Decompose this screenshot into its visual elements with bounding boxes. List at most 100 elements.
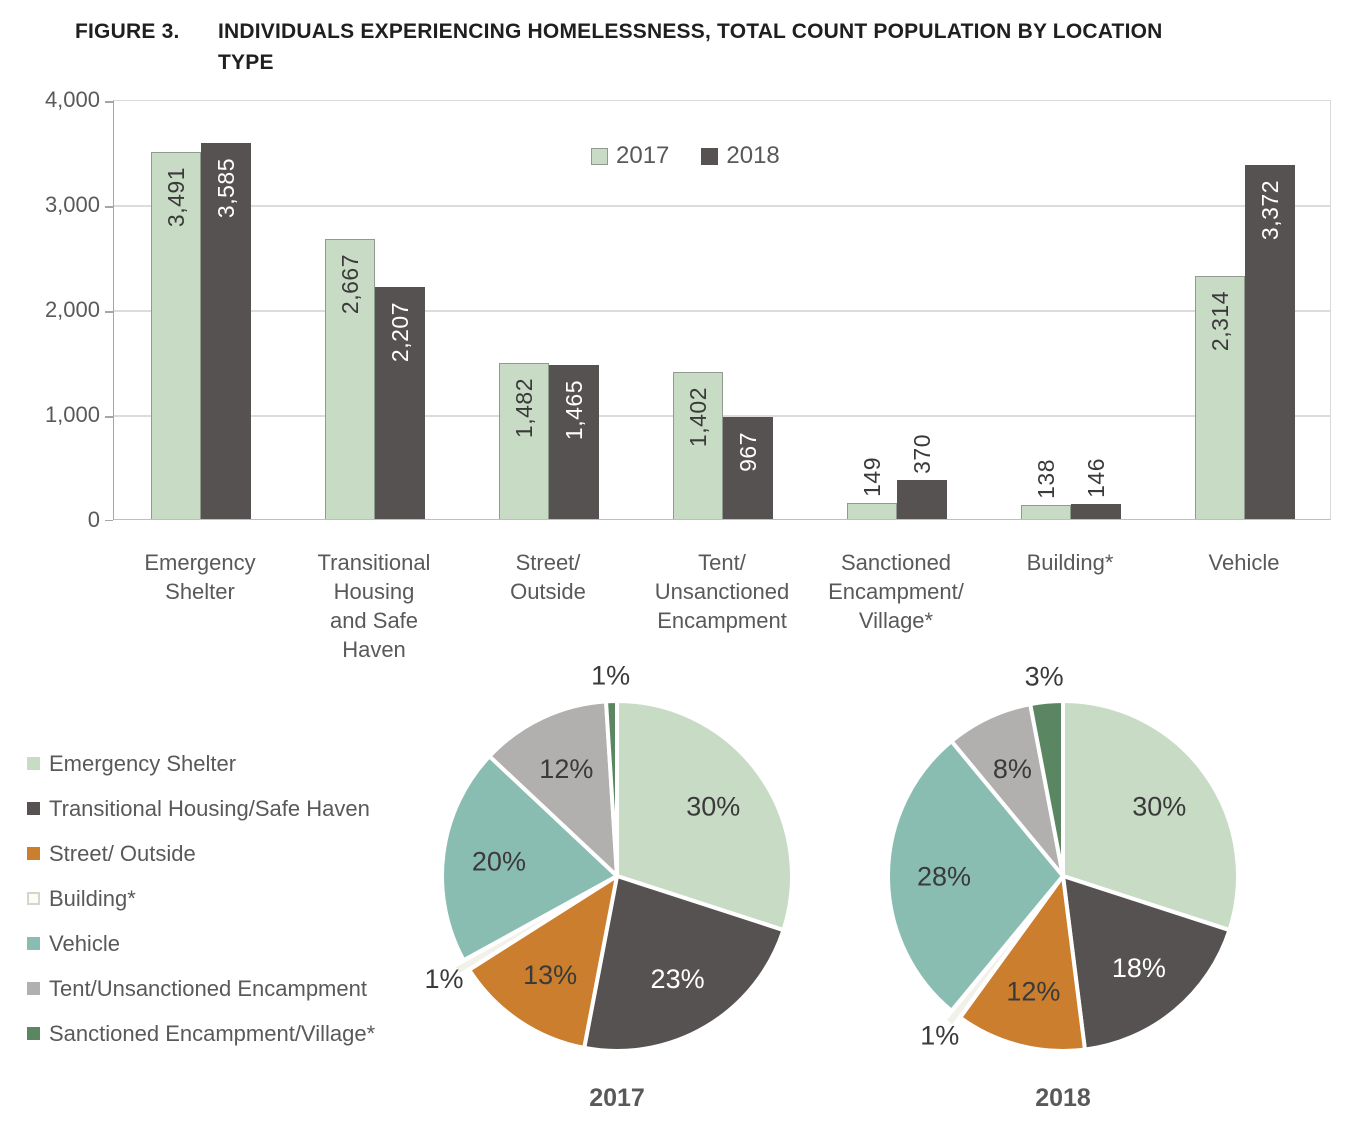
category-label-street-outside: Street/Outside — [473, 548, 623, 606]
bar-chart-plot-area: 3,491 2,667 1,482 1,402 149 138 2,314 3,585 2,20… — [105, 100, 1331, 521]
bar-chart-legend: 2017 2018 — [591, 142, 780, 170]
pie-legend-item-building: Building* — [27, 876, 375, 921]
pie-legend-item-transitional-housing-safe-haven: Transitional Housing/Safe Haven — [27, 786, 375, 831]
bar-2018-vehicle — [1245, 164, 1295, 519]
figure-title: INDIVIDUALS EXPERIENCING HOMELESSNESS, T… — [218, 20, 1163, 74]
category-label-line: Transitional — [317, 550, 431, 575]
bar-value-label: 146 — [1083, 457, 1109, 498]
category-label-vehicle: Vehicle — [1169, 548, 1319, 577]
category-label-line: Tent/ — [698, 550, 746, 575]
bar-value-label: 3,491 — [163, 167, 189, 228]
category-label-building: Building* — [995, 548, 1145, 577]
pie-chart-2018: 30% 18% 12% 1% 28% 8% 3% — [886, 661, 1240, 1053]
bar-legend-swatch-2018 — [701, 147, 719, 165]
pie-slice-label-2017-transitional-housing-safe-haven: 23% — [651, 964, 705, 994]
pie-legend-swatch-emergency-shelter — [27, 757, 40, 770]
pie-slice-2017-tent-unsanctioned-encampment — [487, 699, 619, 878]
pie-legend-item-vehicle: Vehicle — [27, 921, 375, 966]
category-label-line: Building* — [1026, 550, 1114, 575]
pie-legend-label-street-outside: Street/ Outside — [49, 840, 196, 866]
pie-slice-2017-emergency-shelter — [615, 699, 794, 933]
category-label-line: Shelter — [165, 579, 235, 604]
bar-legend-item-2017: 2017 — [591, 142, 669, 170]
pie-legend-label-vehicle: Vehicle — [49, 930, 120, 956]
pie-slice-label-2017-sanctioned-encampment-village: 1% — [591, 661, 630, 691]
category-label-transitional-housing-and-safe-haven: Transitional Housing and Safe Haven — [299, 548, 449, 664]
pie-slice-label-2018-sanctioned-encampment-village: 3% — [1025, 661, 1064, 691]
pie-slice-label-2018-vehicle: 28% — [917, 861, 971, 891]
bar-2018-tent-unsanctioned-encampment — [723, 417, 773, 519]
pie-slice-label-2017-vehicle: 20% — [472, 847, 526, 877]
bar-value-label: 1,465 — [561, 380, 587, 441]
pie-legend-swatch-street-outside — [27, 847, 40, 860]
bar-value-label: 2,667 — [337, 253, 363, 315]
figure-label: FIGURE 3. — [75, 20, 180, 43]
pie-legend-label-emergency-shelter: Emergency Shelter — [49, 750, 237, 776]
pie-slice-2017-sanctioned-encampment-village — [604, 699, 619, 878]
pie-legend-swatch-building — [27, 892, 40, 905]
y-axis-tick — [105, 101, 113, 103]
y-axis-tick — [105, 311, 113, 313]
category-label-line: Outside — [510, 579, 586, 604]
pie-title-2017: 2017 — [589, 1084, 645, 1112]
bar-2018-emergency-shelter — [201, 142, 251, 519]
bar-2018-sanctioned-encampment-village — [897, 480, 947, 519]
pie-title-2018: 2018 — [1035, 1084, 1091, 1112]
pie-legend: Emergency Shelter Transitional Housing/Sa… — [27, 741, 375, 1056]
category-label-line: Encampment — [657, 608, 787, 633]
pie-slice-label-2017-emergency-shelter: 30% — [686, 792, 740, 822]
bar-2017-street-outside — [499, 363, 549, 519]
pie-slice-label-2017-tent-unsanctioned-encampment: 12% — [539, 754, 593, 784]
pie-slice-2017-transitional-housing-safe-haven — [582, 874, 786, 1053]
bar-2018-building — [1071, 503, 1121, 519]
y-tick-label: 0 — [87, 507, 100, 532]
y-axis-tick — [105, 519, 113, 521]
bar-2018-transitional-housing-and-safe-haven — [375, 287, 425, 519]
bar-2017-sanctioned-encampment-village — [847, 503, 897, 519]
pie-chart-2017: 30% 23% 13% 1% 20% 12% 1% — [424, 661, 794, 1053]
pie-slice-label-2018-emergency-shelter: 30% — [1132, 792, 1186, 822]
bar-value-label: 3,585 — [213, 157, 239, 218]
category-label-line: and Safe — [329, 608, 419, 633]
pie-legend-swatch-transitional-housing-safe-haven — [27, 802, 40, 815]
category-label-line: Street/ — [515, 550, 581, 575]
bar-2018-street-outside — [549, 365, 599, 519]
bar-2017-tent-unsanctioned-encampment — [673, 371, 723, 519]
y-tick-label: 3,000 — [44, 192, 100, 217]
bar-legend-item-2018: 2018 — [701, 142, 780, 170]
bar-value-label: 967 — [735, 432, 761, 473]
category-label-line: Unsanctioned — [654, 579, 790, 604]
pie-slice-label-2018-street-outside: 12% — [1006, 977, 1060, 1007]
bar-value-label: 149 — [859, 457, 885, 498]
y-axis-tick — [105, 416, 113, 418]
pie-legend-label-transitional-housing-safe-haven: Transitional Housing/Safe Haven — [49, 795, 370, 821]
pie-slice-2018-vehicle — [886, 739, 1065, 1013]
bar-legend-swatch-2017 — [591, 147, 608, 165]
pie-legend-item-street-outside: Street/ Outside — [27, 831, 375, 876]
pie-slice-2017-vehicle — [440, 754, 619, 963]
pie-legend-swatch-tent-unsanctioned-encampment — [27, 982, 40, 995]
bar-value-label: 1,482 — [511, 378, 537, 439]
pie-slice-2018-transitional-housing-safe-haven — [1061, 874, 1232, 1052]
category-label-line: Encampment/ — [828, 579, 964, 604]
bar-value-label: 3,372 — [1257, 179, 1283, 240]
pie-slice-label-2017-building: 1% — [424, 964, 463, 994]
pie-legend-item-sanctioned-encampment-village: Sanctioned Encampment/Village* — [27, 1011, 375, 1056]
category-label-line: Haven — [342, 637, 406, 662]
pie-legend-label-building: Building* — [49, 885, 136, 911]
y-tick-label: 2,000 — [44, 297, 100, 322]
pie-legend-item-emergency-shelter: Emergency Shelter — [27, 741, 375, 786]
pie-legend-label-sanctioned-encampment-village: Sanctioned Encampment/Village* — [49, 1020, 376, 1046]
pie-legend-swatch-sanctioned-encampment-village — [27, 1027, 40, 1040]
category-label-sanctioned-encampment-village: Sanctioned Encampment/Village* — [821, 548, 971, 635]
category-label-line: Village* — [858, 608, 934, 633]
pie-slice-2017-street-outside — [467, 874, 619, 1050]
figure-header: FIGURE 3. INDIVIDUALS EXPERIENCING HOMEL… — [75, 16, 1178, 78]
y-axis-tick — [105, 206, 113, 208]
pie-slice-label-2018-tent-unsanctioned-encampment: 8% — [993, 754, 1032, 784]
category-label-line: Housing — [333, 579, 415, 604]
bar-legend-label-2018: 2018 — [726, 142, 780, 169]
category-label-line: Sanctioned — [840, 550, 952, 575]
pie-legend-item-tent-unsanctioned-encampment: Tent/Unsanctioned Encampment — [27, 966, 375, 1011]
bar-value-label: 2,207 — [387, 302, 413, 363]
